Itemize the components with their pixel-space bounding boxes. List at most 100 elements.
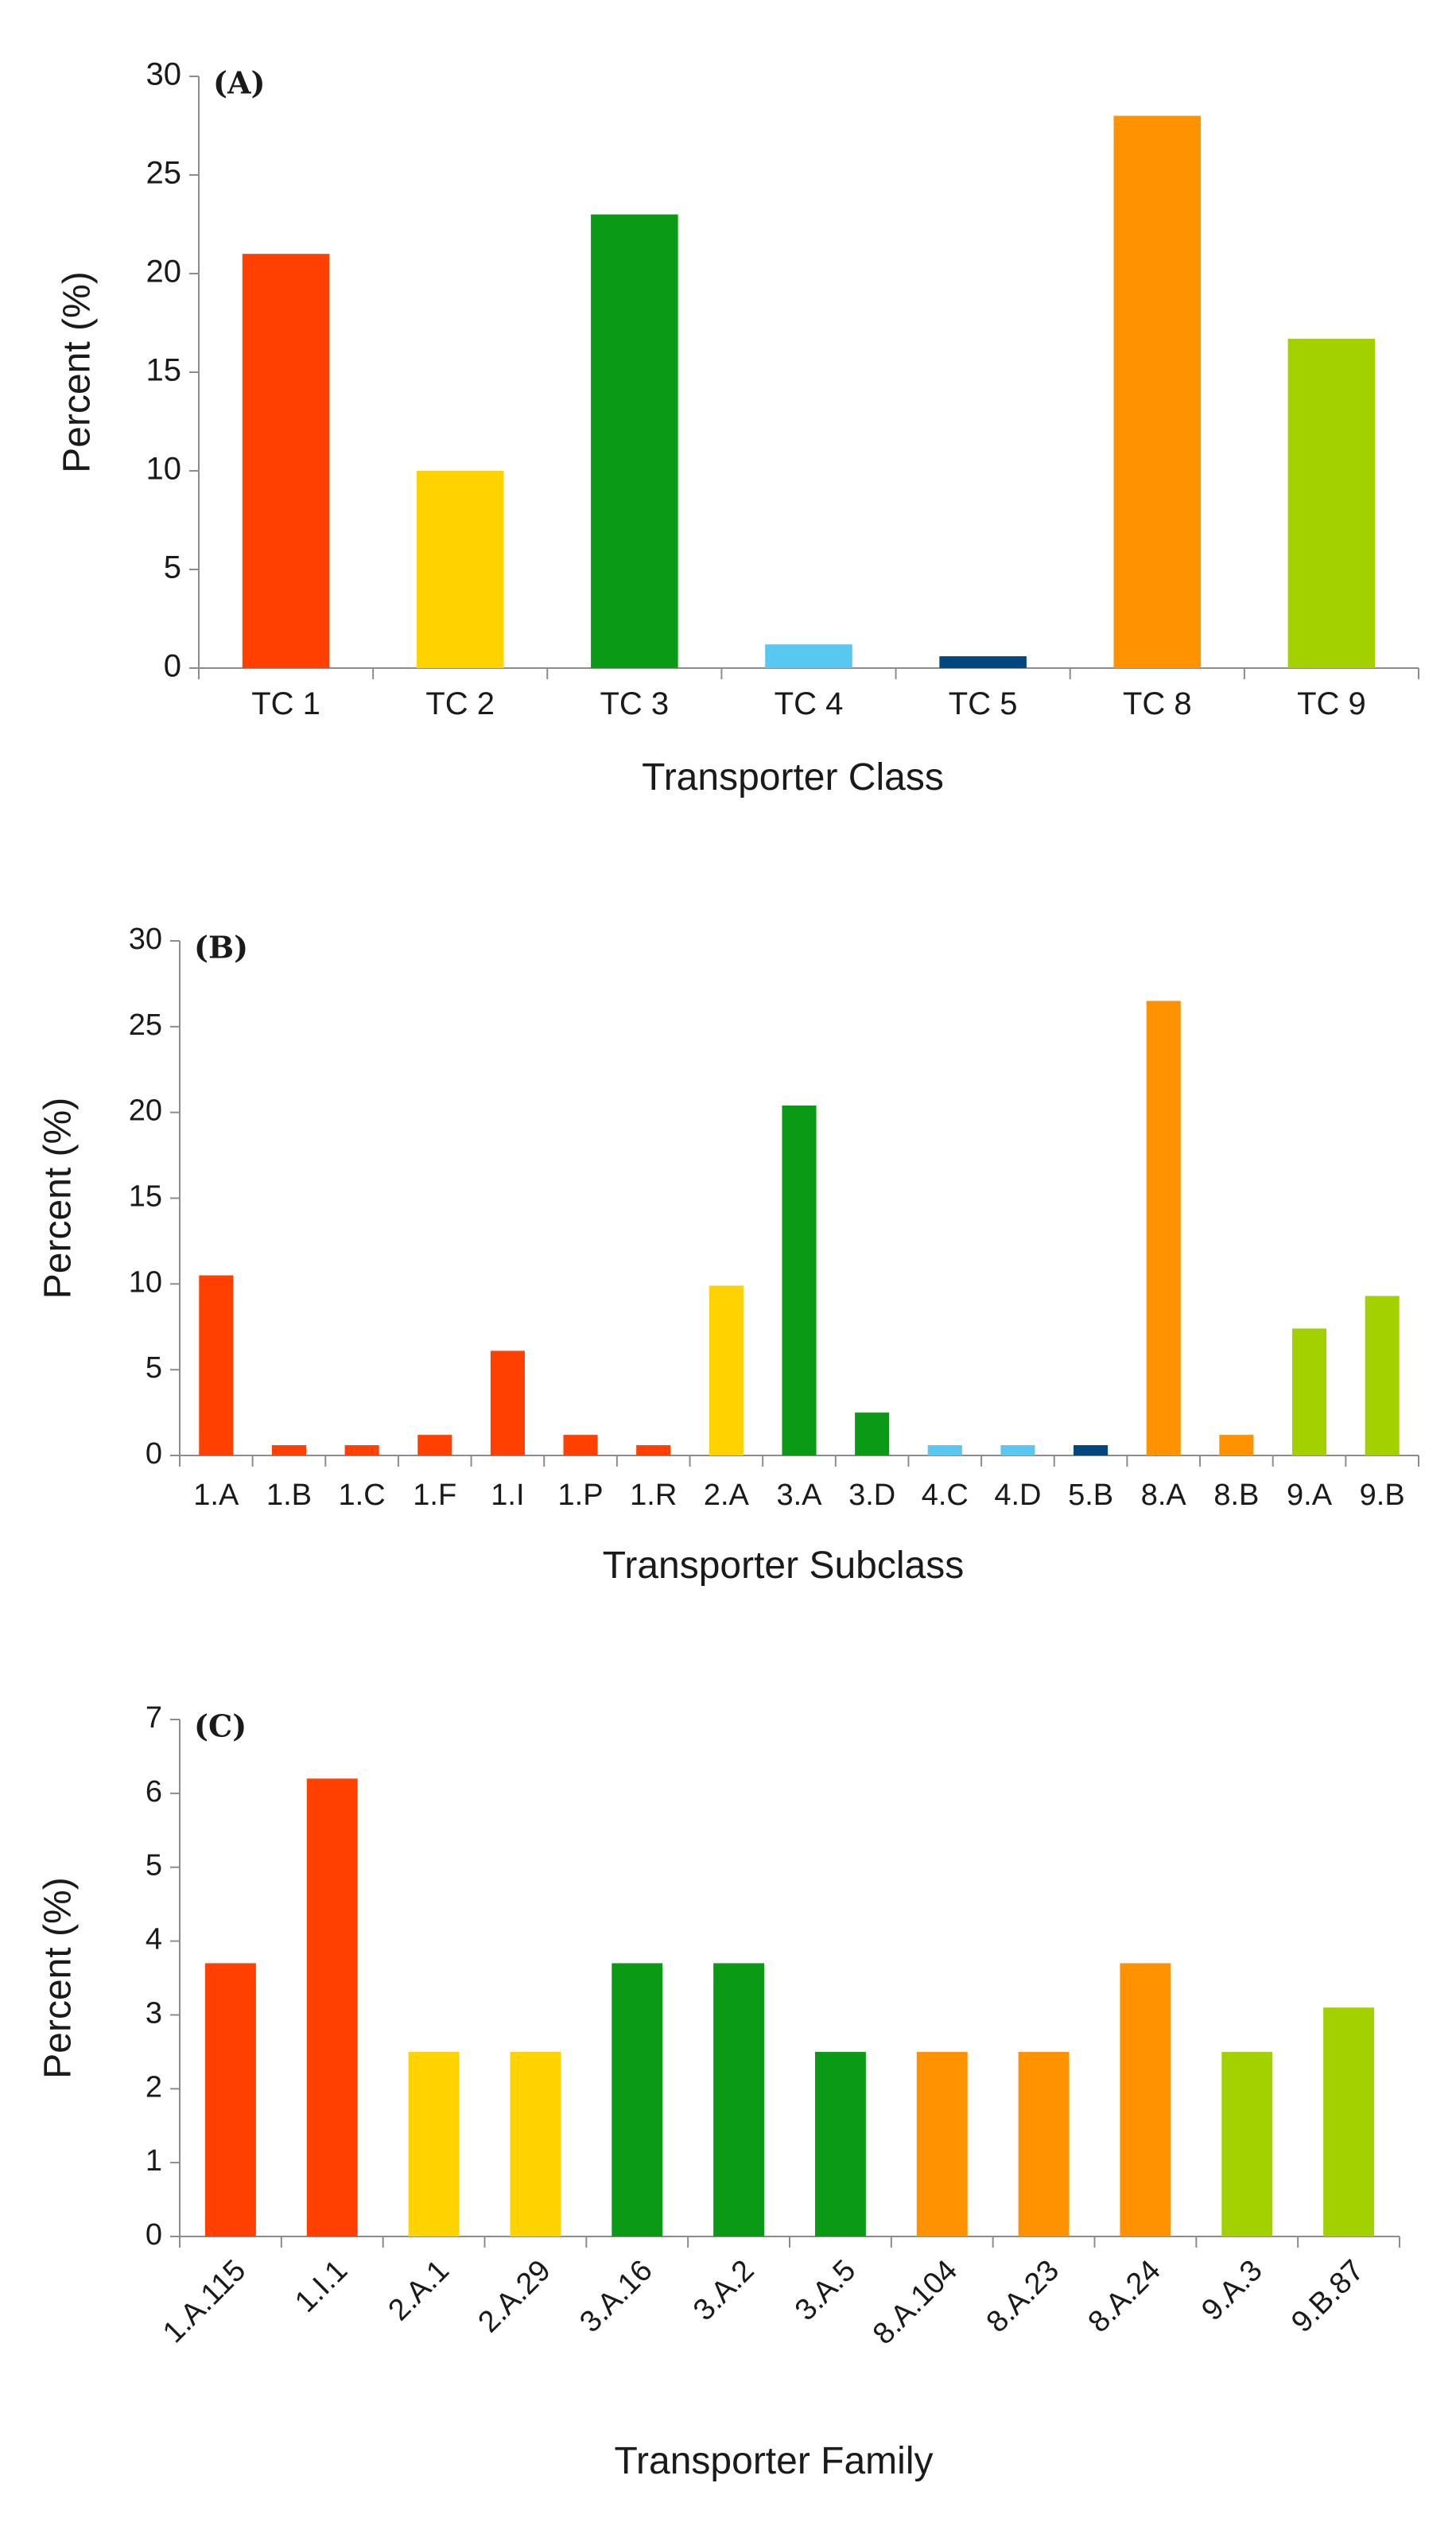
bar-8-a-104 — [916, 2051, 968, 2236]
y-axis-title: Percent (%) — [37, 1877, 80, 2078]
y-tick-label: 1 — [146, 2144, 162, 2178]
bar-9-a — [1291, 1328, 1327, 1455]
bar-8-b — [1219, 1435, 1254, 1455]
x-category-label: 2.A — [704, 1479, 750, 1512]
panel-label: (B) — [194, 930, 248, 966]
x-category-label: 1.A — [193, 1479, 239, 1512]
bar-tc-9 — [1287, 338, 1376, 668]
bar-9-a-3 — [1221, 2051, 1273, 2236]
bar-1-p — [563, 1435, 598, 1455]
y-tick-label: 0 — [164, 649, 181, 684]
y-tick-label: 30 — [146, 57, 182, 92]
y-tick-label: 7 — [146, 1701, 162, 1735]
x-category-label: 2.A.29 — [472, 2254, 557, 2339]
bar-1-i — [490, 1350, 525, 1455]
x-category-label: 8.A — [1141, 1479, 1187, 1512]
y-tick-label: 5 — [146, 1849, 162, 1883]
x-category-label: 5.B — [1068, 1479, 1113, 1512]
x-category-label: 1.I — [491, 1479, 524, 1512]
y-tick-label: 20 — [129, 1094, 162, 1128]
x-category-label: 1.C — [339, 1479, 386, 1512]
bar-tc-8 — [1113, 115, 1202, 669]
bar-1-i-1 — [306, 1778, 358, 2236]
bar-2-a-29 — [510, 2051, 561, 2236]
bar-tc-2 — [416, 471, 504, 668]
y-axis-title: Percent (%) — [37, 1098, 80, 1299]
y-tick-label: 25 — [146, 156, 182, 191]
x-category-label: 4.D — [994, 1479, 1041, 1512]
bar-3-a-16 — [612, 1963, 663, 2236]
y-tick-label: 5 — [164, 550, 181, 585]
bar-2-a-1 — [408, 2051, 460, 2236]
x-category-label: 8.A.104 — [867, 2254, 964, 2351]
x-category-label: 1.B — [266, 1479, 312, 1512]
y-tick-label: 6 — [146, 1775, 162, 1809]
bar-tc-4 — [765, 644, 852, 668]
x-category-label: 8.A.23 — [980, 2254, 1066, 2339]
bar-9-b-87 — [1323, 2007, 1375, 2236]
chart-panel-c: 0 1 2 3 4 5 6 7 1.A.115 1.I.1 2.A.1 2.A.29 3.A.16 3.A… — [37, 1701, 1400, 2482]
bar-5-b — [1074, 1445, 1109, 1455]
bar-tc-5 — [939, 656, 1027, 668]
bar-1-c — [344, 1445, 379, 1455]
x-axis-title: Transporter Subclass — [603, 1545, 964, 1587]
x-category-label: 1.I.1 — [289, 2254, 354, 2319]
x-category-label: TC 5 — [949, 686, 1018, 721]
y-tick-label: 2 — [146, 2070, 162, 2104]
y-tick-label: 0 — [146, 2218, 162, 2252]
bar-8-a-24 — [1120, 1963, 1171, 2236]
panel-label: (C) — [194, 1708, 247, 1744]
x-category-label: 8.B — [1213, 1479, 1259, 1512]
y-tick-label: 30 — [129, 923, 162, 956]
x-category-label: 1.R — [630, 1479, 677, 1512]
x-category-label: 3.D — [848, 1479, 895, 1512]
chart-panel-a: 0 5 10 15 20 25 30 TC 1 TC 2 TC 3 TC 4 TC 5 TC 8 TC 9… — [56, 57, 1419, 799]
bar-4-c — [927, 1445, 962, 1455]
bar-tc-3 — [591, 214, 678, 669]
bar-tc-1 — [242, 254, 330, 668]
x-axis-title: Transporter Family — [615, 2440, 934, 2482]
y-tick-label: 15 — [146, 353, 182, 388]
panel-label: (A) — [213, 65, 265, 101]
y-tick-label: 0 — [146, 1437, 162, 1471]
x-axis-title: Transporter Class — [642, 756, 944, 799]
bar-8-a-23 — [1018, 2051, 1070, 2236]
bar-1-a — [199, 1275, 234, 1455]
x-category-label: 3.A — [776, 1479, 822, 1512]
y-tick-label: 5 — [146, 1351, 162, 1385]
x-category-label: 9.B.87 — [1285, 2254, 1370, 2339]
x-category-label: 3.A.16 — [573, 2254, 658, 2339]
chart-panel-b: 0 5 10 15 20 25 30 1.A 1.B 1.C 1.F 1.I 1.P 1.R 2.A 3.A 3… — [37, 923, 1419, 1587]
x-category-label: 9.A — [1287, 1479, 1333, 1512]
x-category-label: 9.B — [1360, 1479, 1405, 1512]
bar-4-d — [1000, 1445, 1035, 1455]
bar-3-a-5 — [814, 2051, 866, 2236]
bar-1-a-115 — [204, 1963, 256, 2236]
x-category-label: TC 1 — [251, 686, 320, 721]
x-category-label: 1.A.115 — [157, 2254, 252, 2349]
x-category-label: 3.A.5 — [789, 2254, 862, 2327]
x-category-label: TC 2 — [425, 686, 495, 721]
y-tick-label: 20 — [146, 255, 182, 290]
x-category-label: TC 9 — [1297, 686, 1366, 721]
x-category-label: TC 3 — [600, 686, 670, 721]
y-tick-label: 15 — [129, 1180, 162, 1214]
x-category-label: 1.P — [558, 1479, 604, 1512]
bar-9-b — [1365, 1296, 1400, 1455]
x-category-label: 4.C — [922, 1479, 969, 1512]
x-category-label: TC 4 — [775, 686, 844, 721]
bar-3-d — [855, 1413, 890, 1455]
x-category-label: 9.A.3 — [1195, 2254, 1268, 2327]
x-category-label: 8.A.24 — [1081, 2254, 1167, 2339]
y-tick-label: 25 — [129, 1008, 162, 1042]
y-tick-label: 10 — [129, 1265, 162, 1299]
bar-3-a-2 — [713, 1963, 765, 2236]
bar-8-a — [1146, 1001, 1181, 1455]
x-category-label: 1.F — [413, 1479, 456, 1512]
x-category-label: 3.A.2 — [687, 2254, 760, 2327]
bar-3-a — [782, 1106, 817, 1455]
y-tick-label: 3 — [146, 1996, 162, 2030]
x-category-label: 2.A.1 — [382, 2254, 456, 2327]
y-tick-label: 10 — [146, 452, 182, 487]
